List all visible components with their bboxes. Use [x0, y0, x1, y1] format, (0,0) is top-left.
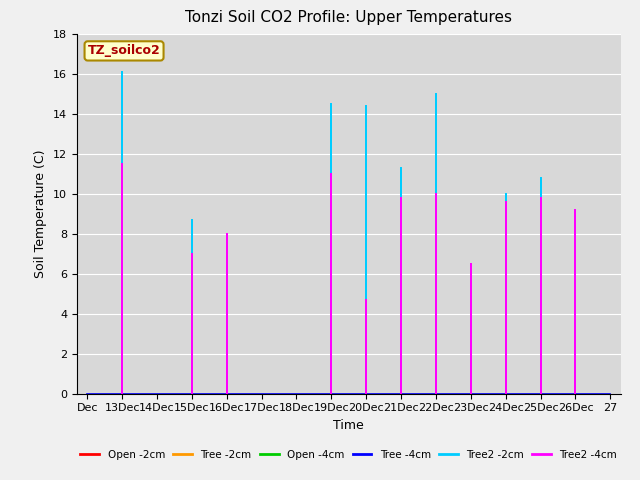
Y-axis label: Soil Temperature (C): Soil Temperature (C): [35, 149, 47, 278]
Title: Tonzi Soil CO2 Profile: Upper Temperatures: Tonzi Soil CO2 Profile: Upper Temperatur…: [186, 11, 512, 25]
Text: TZ_soilco2: TZ_soilco2: [88, 44, 161, 58]
X-axis label: Time: Time: [333, 419, 364, 432]
Legend: Open -2cm, Tree -2cm, Open -4cm, Tree -4cm, Tree2 -2cm, Tree2 -4cm: Open -2cm, Tree -2cm, Open -4cm, Tree -4…: [76, 445, 621, 464]
